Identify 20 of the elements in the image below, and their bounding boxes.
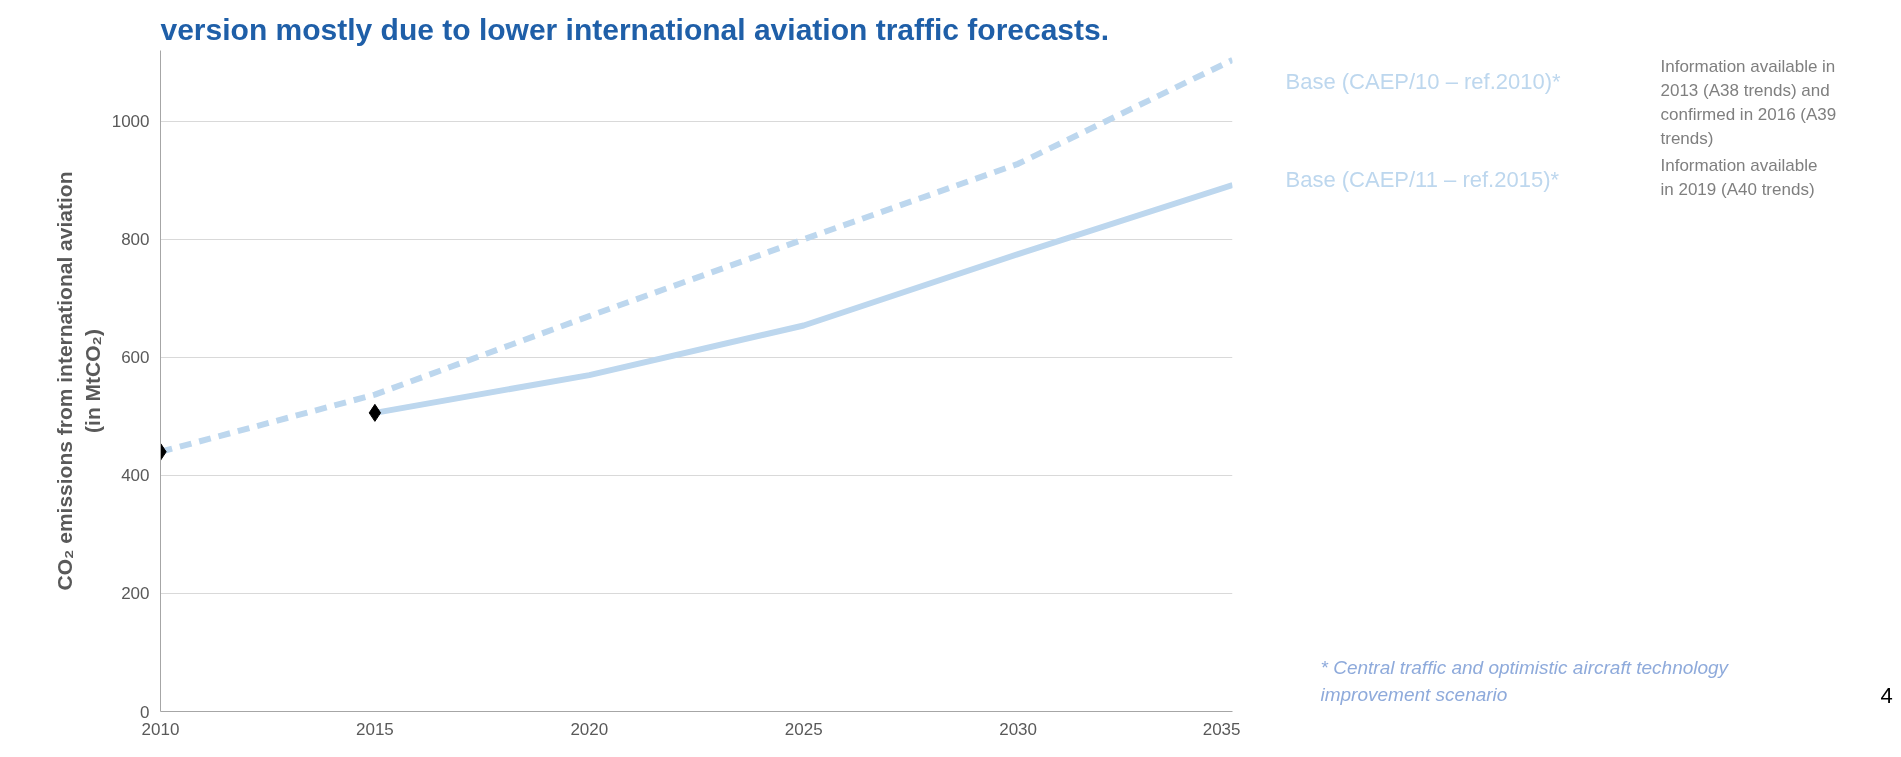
text: * Central traffic and optimistic aircraft technology improvement scenario [1320, 657, 1730, 705]
chart-title: version mostly due to lower international aviation traffic forecasts. [160, 12, 1110, 46]
y-tick-label: 1000 [111, 112, 150, 132]
y-axis-title: CO₂ emissions from international aviation (in MtCO₂) [53, 171, 104, 591]
text: Information available in 2019 (A40 trends) [1660, 156, 1818, 199]
y-tick-label: 400 [121, 466, 150, 486]
text: Base (CAEP/11 – ref.2015)* [1285, 167, 1560, 193]
x-tick-label: 2035 [1202, 719, 1241, 739]
text: Base (CAEP/10 – ref.2010)* [1285, 69, 1562, 95]
y-tick-label: 600 [121, 348, 150, 368]
y-tick-label: 0 [140, 702, 150, 722]
x-tick-label: 2010 [141, 719, 180, 739]
text: Information available in 2013 (A38 trends) and confirmed in 2016 (A39 trends) [1660, 57, 1837, 148]
x-tick-label: 2020 [570, 719, 609, 739]
text: 4 [1880, 683, 1893, 709]
y-tick-label: 200 [121, 584, 150, 604]
y-tick-label: 800 [121, 230, 150, 250]
x-tick-label: 2025 [784, 719, 823, 739]
x-tick-label: 2015 [355, 719, 394, 739]
x-tick-label: 2030 [999, 719, 1038, 739]
